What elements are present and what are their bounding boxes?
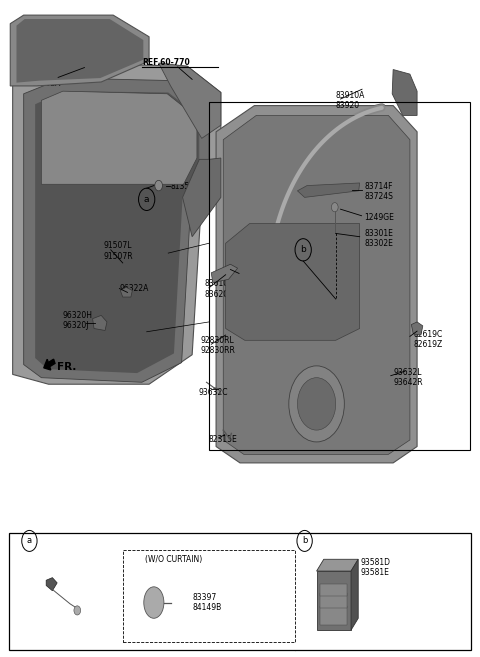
Text: (W/O CURTAIN): (W/O CURTAIN) [145,555,203,564]
Text: 82315E: 82315E [209,436,238,444]
Polygon shape [211,264,238,283]
Text: 92925
92926: 92925 92926 [239,264,263,284]
Text: REF.60-770: REF.60-770 [142,58,190,67]
Polygon shape [93,315,107,330]
FancyArrow shape [44,359,55,370]
Text: 83610B
83620B: 83610B 83620B [204,279,233,299]
Text: 93632C: 93632C [199,388,228,397]
Polygon shape [16,19,144,83]
Polygon shape [392,70,417,116]
Text: b: b [302,536,307,545]
Text: 96322A: 96322A [120,284,149,293]
Text: a: a [144,195,149,204]
FancyBboxPatch shape [9,533,471,650]
Text: 82619C
82619Z: 82619C 82619Z [413,330,443,350]
FancyBboxPatch shape [321,593,347,608]
Polygon shape [182,158,221,237]
FancyBboxPatch shape [321,606,347,625]
Text: 83910A
83920: 83910A 83920 [336,91,365,110]
FancyBboxPatch shape [123,550,295,642]
Text: 92830RL
92830RR: 92830RL 92830RR [201,336,236,355]
Polygon shape [411,322,423,335]
Polygon shape [12,63,221,384]
Polygon shape [226,223,360,340]
FancyBboxPatch shape [317,571,351,630]
Text: 1249GE: 1249GE [364,213,394,221]
Text: 1491AD: 1491AD [41,618,72,627]
Ellipse shape [144,587,164,618]
Circle shape [155,180,162,191]
Circle shape [298,378,336,430]
Text: 83397
84149B: 83397 84149B [192,593,221,612]
Polygon shape [298,183,360,197]
Text: 96320H
96320J: 96320H 96320J [63,311,93,330]
Text: 93632L
93642R: 93632L 93642R [393,368,423,388]
Text: FR.: FR. [57,361,76,371]
Polygon shape [24,78,209,382]
Text: a: a [27,536,32,545]
Polygon shape [120,287,132,297]
Circle shape [331,202,338,212]
Text: 93581D
93581E: 93581D 93581E [360,558,391,578]
Polygon shape [216,106,417,463]
Polygon shape [41,91,197,184]
Polygon shape [158,63,221,139]
FancyBboxPatch shape [321,584,347,596]
Polygon shape [223,116,410,455]
Text: 91507L
91507R: 91507L 91507R [104,241,133,261]
Text: 83301E
83302E: 83301E 83302E [364,229,393,248]
Text: b: b [300,245,306,254]
Polygon shape [35,91,199,373]
Polygon shape [46,578,57,591]
Text: 83352A
83362A: 83352A 83362A [32,68,61,88]
Polygon shape [317,559,358,571]
Text: 81358B: 81358B [170,183,200,191]
Polygon shape [10,15,149,86]
Circle shape [289,366,344,442]
Circle shape [74,606,81,615]
Polygon shape [351,559,358,630]
Text: 83714F
83724S: 83714F 83724S [364,182,393,201]
Text: 1249GF: 1249GF [84,588,114,597]
